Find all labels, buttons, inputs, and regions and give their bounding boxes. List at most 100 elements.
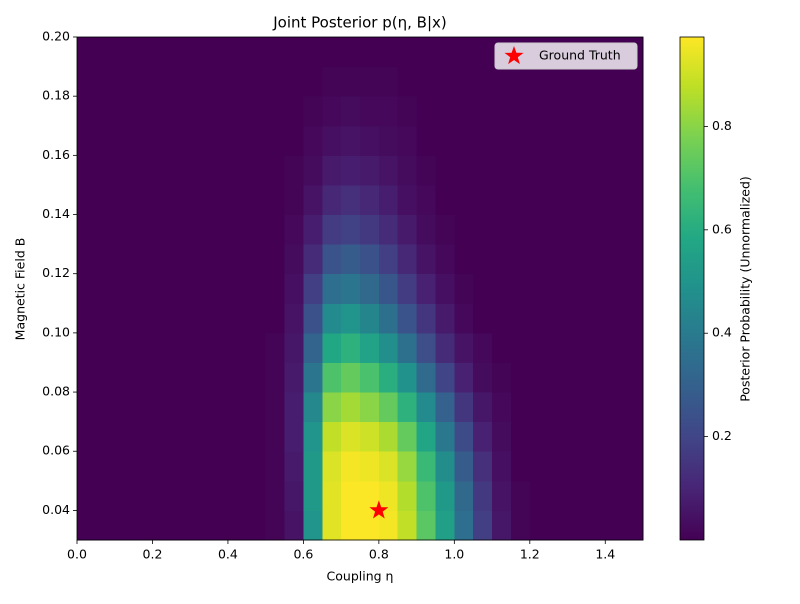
heatmap-cell <box>510 362 531 393</box>
heatmap-cell <box>454 303 474 334</box>
heatmap-cell <box>360 362 380 393</box>
heatmap-cell <box>548 480 569 511</box>
heatmap-cell <box>529 362 550 393</box>
heatmap-cell <box>624 332 644 363</box>
heatmap-cell <box>171 244 191 275</box>
heatmap-cell <box>190 332 210 363</box>
heatmap-cell <box>322 332 342 363</box>
heatmap-cell <box>95 155 116 186</box>
heatmap-cell <box>209 37 229 68</box>
heatmap-cell <box>473 37 493 68</box>
heatmap-cell <box>95 214 116 245</box>
heatmap-cell <box>492 244 512 275</box>
heatmap-cell <box>246 480 267 511</box>
heatmap-cell <box>95 451 116 482</box>
heatmap-cell <box>152 421 172 452</box>
heatmap-cell <box>209 332 229 363</box>
heatmap-cell <box>303 451 323 482</box>
heatmap-cell <box>548 125 569 156</box>
heatmap-cell <box>133 421 153 452</box>
heatmap-cell <box>209 451 229 482</box>
heatmap-cell <box>605 244 625 275</box>
heatmap-cell <box>152 184 172 216</box>
heatmap-cell <box>416 155 436 186</box>
heatmap-cell <box>605 362 625 393</box>
heatmap-cell <box>567 510 587 541</box>
heatmap-cell <box>378 362 399 393</box>
heatmap-cell <box>473 96 493 127</box>
heatmap-cell <box>322 362 342 393</box>
heatmap-cell <box>473 510 493 541</box>
heatmap-cell <box>510 421 531 452</box>
heatmap-cell <box>152 66 172 97</box>
heatmap-cell <box>378 125 399 156</box>
heatmap-cell <box>492 451 512 482</box>
heatmap-cell <box>303 184 323 216</box>
heatmap-cell <box>77 332 97 363</box>
heatmap-cell <box>209 362 229 393</box>
heatmap-cell <box>567 96 587 127</box>
heatmap-cell <box>114 510 135 541</box>
heatmap-cell <box>492 421 512 452</box>
heatmap-cell <box>152 480 172 511</box>
heatmap-cell <box>246 332 267 363</box>
legend-marker <box>504 46 524 65</box>
heatmap-cell <box>360 125 380 156</box>
heatmap-cell <box>492 155 512 186</box>
heatmap-cell <box>171 214 191 245</box>
heatmap-cell <box>624 96 644 127</box>
legend-box <box>494 42 638 70</box>
heatmap-cell <box>95 480 116 511</box>
heatmap-cell <box>265 392 286 423</box>
heatmap-cell <box>473 392 493 423</box>
heatmap-cell <box>322 214 342 245</box>
heatmap-cell <box>360 244 380 275</box>
heatmap-cell <box>227 421 248 452</box>
heatmap-cell <box>190 37 210 68</box>
heatmap-cell <box>416 480 436 511</box>
heatmap-cell <box>190 303 210 334</box>
heatmap-cell <box>586 125 606 156</box>
heatmap-cell <box>209 155 229 186</box>
heatmap-cell <box>492 392 512 423</box>
heatmap-cell <box>265 451 286 482</box>
heatmap-cell <box>454 480 474 511</box>
heatmap-cell <box>492 362 512 393</box>
heatmap-cell <box>152 244 172 275</box>
heatmap-cell <box>586 273 606 304</box>
heatmap-cell <box>435 303 455 334</box>
heatmap-cell <box>510 451 531 482</box>
heatmap-cell <box>114 125 135 156</box>
heatmap-cell <box>605 303 625 334</box>
heatmap-cell <box>209 184 229 216</box>
heatmap-cell <box>435 392 455 423</box>
heatmap-cell <box>492 510 512 541</box>
heatmap-cell <box>246 37 267 68</box>
heatmap-cell <box>492 480 512 511</box>
heatmap-cell <box>548 155 569 186</box>
heatmap-cell <box>341 244 361 275</box>
x-tick-label: 0.2 <box>143 547 163 562</box>
heatmap-cell <box>265 480 286 511</box>
heatmap-cell <box>567 273 587 304</box>
heatmap-cell <box>152 155 172 186</box>
heatmap-cell <box>152 392 172 423</box>
heatmap-cell <box>265 510 286 541</box>
heatmap-cell <box>95 37 116 68</box>
heatmap-cell <box>397 510 418 541</box>
heatmap-cell <box>586 510 606 541</box>
heatmap-cell <box>227 451 248 482</box>
heatmap-cell <box>454 421 474 452</box>
heatmap-cell <box>586 332 606 363</box>
heatmap-cell <box>567 244 587 275</box>
heatmap-cell <box>360 421 380 452</box>
heatmap-cell <box>227 155 248 186</box>
heatmap-cell <box>190 510 210 541</box>
x-tick-label: 1.4 <box>595 547 615 562</box>
heatmap-cell <box>624 362 644 393</box>
y-tick-label: 0.12 <box>42 265 70 280</box>
heatmap-cell <box>360 332 380 363</box>
heatmap-cell <box>227 332 248 363</box>
heatmap-cell <box>567 184 587 216</box>
heatmap-cell <box>171 510 191 541</box>
